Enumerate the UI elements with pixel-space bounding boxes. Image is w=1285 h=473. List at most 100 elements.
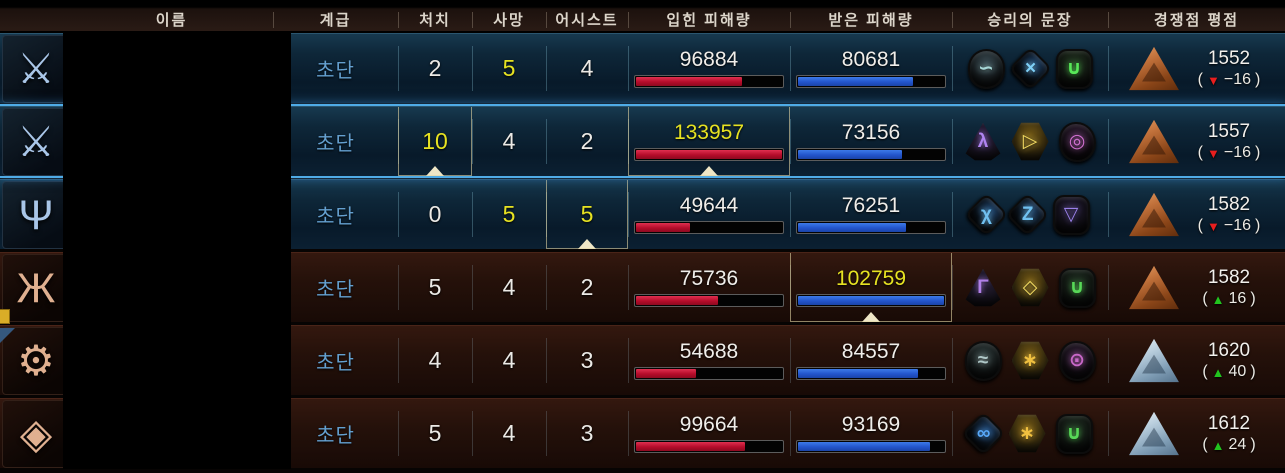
player-name-cell: ⚙ [0, 326, 273, 395]
kills-cell: 10 [398, 107, 472, 176]
rating-score: 1582 [1207, 267, 1251, 288]
deaths-cell: 4 [472, 107, 546, 176]
bronze-tier-badge-icon [1129, 192, 1179, 237]
damage-dealt-bar [634, 367, 784, 380]
rating-change: (▲ 16) [1202, 290, 1256, 307]
sigil-bolt-rune-icon[interactable]: χ [964, 192, 1008, 237]
sigil-play-rune-icon[interactable]: ▷ [1011, 122, 1049, 161]
assists-cell: 2 [546, 253, 628, 322]
rating-cell: 1552 (▼ −16) [1108, 34, 1285, 103]
rank-cell: 초단 [273, 107, 398, 176]
sigil-star-rune-icon[interactable]: ∗ [1011, 341, 1049, 380]
damage-dealt-cell: 96884 [628, 34, 790, 103]
rating-change-arrow-icon: ▲ [1211, 291, 1225, 307]
sigil-horseshoe-rune-icon[interactable]: ∪ [1055, 413, 1093, 454]
sigil-chain-rune-icon[interactable]: ∞ [961, 411, 1005, 456]
rating-cell: 1612 (▲ 24) [1108, 399, 1285, 468]
winged-gear-class-icon[interactable]: ⚙ [2, 326, 70, 395]
censored-name-overlay [63, 31, 291, 469]
assists-cell: 3 [546, 326, 628, 395]
rank-label: 초단 [316, 206, 355, 228]
rating-change: (▼ −16) [1197, 144, 1261, 161]
damage-dealt-bar [634, 221, 784, 234]
rank-label: 초단 [316, 352, 355, 374]
sigil-horseshoe-rune-icon[interactable]: ∪ [1055, 48, 1093, 89]
damage-taken-bar [796, 367, 946, 380]
deaths-cell: 5 [472, 34, 546, 103]
sigil-lines-rune-icon[interactable]: ≈ [964, 340, 1002, 381]
assists-cell: 5 [546, 180, 628, 249]
kills-cell: 4 [398, 326, 472, 395]
crossed-blades-class-icon[interactable]: ⚔ [2, 34, 70, 103]
damage-taken-bar [796, 221, 946, 234]
silver-tier-badge-icon [1129, 411, 1179, 456]
damage-dealt-bar [634, 148, 784, 161]
rating-cell: 1582 (▼ −16) [1108, 180, 1285, 249]
kills-cell: 2 [398, 34, 472, 103]
col-header-kills: 처치 [398, 0, 472, 31]
harp-class-icon[interactable]: Ψ [2, 180, 70, 249]
bronze-tier-badge-icon [1129, 46, 1179, 91]
assists-cell: 3 [546, 399, 628, 468]
sigil-bolt-rune-icon[interactable]: λ [965, 122, 1001, 161]
rating-change-arrow-icon: ▼ [1206, 72, 1220, 88]
sigil-wave-rune-icon[interactable]: ∽ [967, 48, 1005, 89]
deaths-cell: 4 [472, 399, 546, 468]
col-header-competitive-rating: 경쟁점 평점 [1108, 0, 1285, 31]
rank-cell: 초단 [273, 326, 398, 395]
lion-crest-class-icon[interactable]: Ж [2, 253, 70, 322]
left-yellow-marker-icon [0, 309, 10, 324]
rating-change: (▲ 24) [1202, 436, 1256, 453]
rating-change-arrow-icon: ▲ [1211, 437, 1225, 453]
rank-label: 초단 [316, 60, 355, 82]
col-header-rank: 계급 [273, 0, 398, 31]
rank-label: 초단 [316, 133, 355, 155]
top-stat-chevron-icon [700, 166, 718, 176]
sigil-diamond-rune-icon[interactable]: ◇ [1011, 268, 1049, 307]
sigil-star-rune-icon[interactable]: ∗ [1008, 414, 1046, 453]
left-blue-corner-icon [0, 328, 15, 343]
rating-score: 1612 [1207, 413, 1251, 434]
sigil-triangle-rune-icon[interactable]: ▽ [1052, 194, 1090, 235]
sigil-spiral-rune-icon[interactable]: ◎ [1058, 121, 1096, 162]
damage-taken-cell: 84557 [790, 326, 952, 395]
kills-cell: 5 [398, 253, 472, 322]
sigil-zeta-rune-icon[interactable]: Z [1005, 192, 1049, 237]
victory-sigils-cell: λ ▷ ◎ [952, 107, 1108, 176]
bronze-tier-badge-icon [1129, 265, 1179, 310]
damage-dealt-cell: 133957 [628, 107, 790, 176]
rating-change: (▲ 40) [1202, 363, 1256, 380]
crossed-blades-class-icon[interactable]: ⚔ [2, 107, 70, 176]
damage-dealt-bar [634, 440, 784, 453]
col-header-damage-dealt: 입힌 피해량 [628, 0, 790, 31]
sigil-cross-rune-icon[interactable]: × [1008, 46, 1052, 91]
rating-score: 1620 [1207, 340, 1251, 361]
deaths-cell: 4 [472, 253, 546, 322]
rank-cell: 초단 [273, 399, 398, 468]
damage-dealt-bar [634, 75, 784, 88]
damage-taken-cell: 93169 [790, 399, 952, 468]
player-name-cell: ⚔ [0, 107, 273, 176]
col-header-name: 이름 [155, 11, 188, 29]
kills-cell: 5 [398, 399, 472, 468]
damage-dealt-cell: 75736 [628, 253, 790, 322]
player-name-cell: Ψ [0, 180, 273, 249]
top-stat-chevron-icon [578, 239, 596, 249]
rating-score: 1557 [1207, 121, 1251, 142]
damage-taken-cell: 76251 [790, 180, 952, 249]
col-header-deaths: 사망 [472, 0, 546, 31]
sigil-eye-rune-icon[interactable]: ⊙ [1058, 340, 1096, 381]
damage-dealt-bar [634, 294, 784, 307]
kills-cell: 0 [398, 180, 472, 249]
rank-cell: 초단 [273, 253, 398, 322]
silver-tier-badge-icon [1129, 338, 1179, 383]
rating-cell: 1582 (▲ 16) [1108, 253, 1285, 322]
rank-label: 초단 [316, 425, 355, 447]
rating-cell: 1620 (▲ 40) [1108, 326, 1285, 395]
rating-cell: 1557 (▼ −16) [1108, 107, 1285, 176]
player-row[interactable]: ⚔ 초단 10 4 2 133957 73156 λ ▷ ◎ 1557 [0, 106, 1285, 176]
ornament-class-icon[interactable]: ◈ [2, 399, 70, 468]
sigil-horseshoe-rune-icon[interactable]: ∪ [1058, 267, 1096, 308]
damage-taken-bar [796, 440, 946, 453]
sigil-gamma-rune-icon[interactable]: Γ [965, 268, 1001, 307]
